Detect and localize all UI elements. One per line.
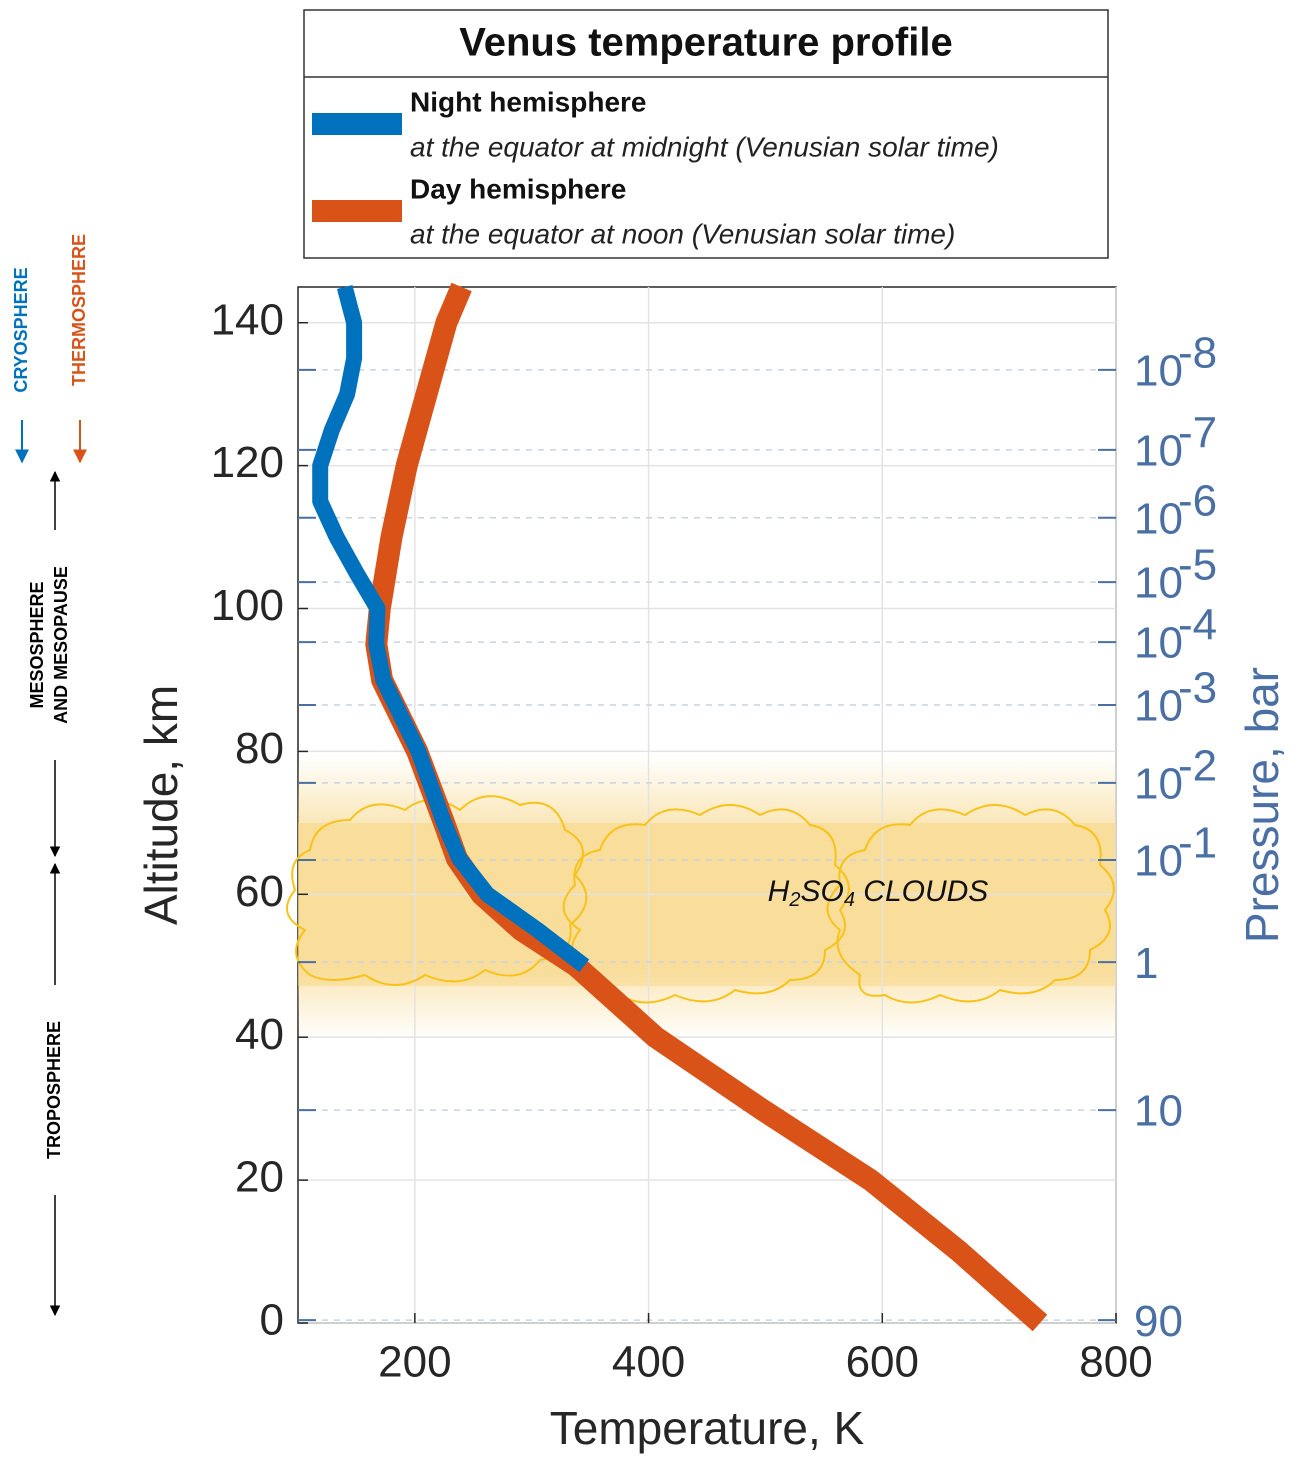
y-tick-label: 60 — [235, 867, 284, 916]
region-label: MESOSPHERE — [27, 581, 47, 708]
y2-tick-label: 10 — [1134, 1087, 1183, 1136]
y2-tick-label: 10 — [1134, 559, 1183, 608]
region-label: CRYOSPHERE — [11, 267, 31, 392]
cloud-label-part: H — [768, 875, 790, 908]
cloud-label-part: 4 — [844, 889, 855, 911]
y-axis-label: Altitude, km — [135, 685, 187, 925]
x-tick-label: 400 — [612, 1338, 685, 1387]
y2-tick-exponent: -5 — [1178, 541, 1217, 590]
cloud-label-part: CLOUDS — [855, 875, 988, 908]
cloud-label-part: 2 — [788, 889, 800, 911]
y2-tick-exponent: -6 — [1178, 476, 1217, 525]
legend-label: Night hemisphere — [410, 86, 646, 117]
y-tick-label: 140 — [211, 295, 284, 344]
y2-tick-exponent: -8 — [1178, 329, 1217, 378]
y2-tick-label: 10 — [1134, 494, 1183, 543]
y2-tick-exponent: -4 — [1178, 601, 1217, 650]
y2-axis-label: Pressure, bar — [1236, 667, 1288, 943]
y2-tick-label: 10 — [1134, 619, 1183, 668]
y2-tick-exponent: -7 — [1178, 409, 1217, 458]
region-label: TROPOSPHERE — [44, 1021, 64, 1159]
profile-line — [312, 284, 590, 973]
cloud-label-part: SO — [800, 875, 843, 908]
y2-tick-exponent: -2 — [1178, 741, 1217, 790]
clouds — [286, 795, 1115, 1004]
y-tick-label: 20 — [235, 1153, 284, 1202]
x-tick-label: 200 — [378, 1338, 451, 1387]
legend-description: at the equator at midnight (Venusian sol… — [410, 131, 999, 162]
y-tick-label: 40 — [235, 1010, 284, 1059]
y-tick-label: 120 — [211, 438, 284, 487]
y-tick-label: 0 — [260, 1296, 284, 1345]
y2-tick-exponent: -3 — [1178, 664, 1217, 713]
cloud-band — [298, 755, 1116, 1040]
y2-tick-exponent: -1 — [1178, 819, 1217, 868]
y-tick-label: 100 — [211, 581, 284, 630]
y2-tick-label: 1 — [1134, 939, 1158, 988]
x-tick-label: 600 — [846, 1338, 919, 1387]
legend-description: at the equator at noon (Venusian solar t… — [410, 218, 955, 249]
y2-tick-label: 10 — [1134, 682, 1183, 731]
legend — [303, 9, 1109, 259]
y2-tick-label: 10 — [1134, 837, 1183, 886]
region-label: THERMOSPHERE — [69, 234, 89, 386]
region-label: AND MESOPAUSE — [51, 566, 71, 724]
x-tick-label: 800 — [1079, 1338, 1152, 1387]
x-axis-label: Temperature, K — [550, 1402, 865, 1454]
cloud-label: H2SO4 CLOUDS — [768, 875, 989, 911]
chart-title: Venus temperature profile — [459, 21, 952, 65]
legend-label: Day hemisphere — [410, 173, 626, 204]
y2-tick-label: 10 — [1134, 759, 1183, 808]
y2-tick-label: 10 — [1134, 347, 1183, 396]
y-tick-label: 80 — [235, 724, 284, 773]
y2-tick-label: 10 — [1134, 427, 1183, 476]
y2-tick-label: 90 — [1134, 1297, 1183, 1346]
